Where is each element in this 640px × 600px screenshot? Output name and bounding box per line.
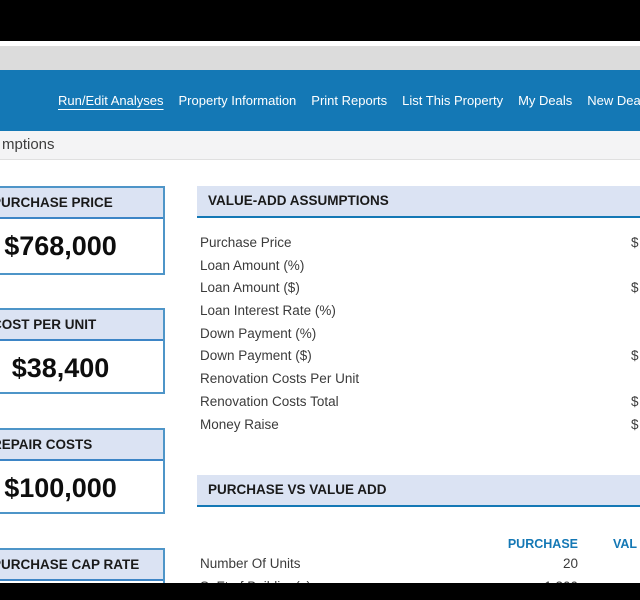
assumption-label: Renovation Costs Total xyxy=(200,393,339,409)
comparison-column-headers: PURCHASE VAL xyxy=(197,521,640,553)
value-add-assumptions-header: VALUE-ADD ASSUMPTIONS xyxy=(197,186,640,218)
assumption-value-cell[interactable]: $ xyxy=(631,393,639,409)
assumption-label: Down Payment ($) xyxy=(200,348,312,364)
bottom-black-bar xyxy=(0,583,640,600)
purchase-vs-value-add-section: PURCHASE VS VALUE ADD PURCHASE VAL Numbe… xyxy=(197,475,640,598)
main-panel: VALUE-ADD ASSUMPTIONS Purchase Price $ L… xyxy=(197,186,640,594)
assumption-row: Renovation Costs Total $ xyxy=(197,391,640,414)
assumption-label: Renovation Costs Per Unit xyxy=(200,371,360,387)
breadcrumb-bar: mptions xyxy=(0,131,640,160)
summary-card-value: $100,000 xyxy=(4,473,117,503)
main-navbar: Run/Edit Analyses Property Information P… xyxy=(0,70,640,131)
assumption-value-cell[interactable]: $ xyxy=(631,416,639,432)
nav-my-deals[interactable]: My Deals xyxy=(518,93,573,108)
assumption-label: Down Payment (%) xyxy=(200,325,317,341)
assumption-row: Loan Interest Rate (%) xyxy=(197,300,640,323)
assumption-row: Down Payment ($) $ xyxy=(197,345,640,368)
assumption-row: Loan Amount ($) $ xyxy=(197,277,640,300)
assumption-label: Loan Amount (%) xyxy=(200,257,305,273)
assumption-value-cell[interactable]: $ xyxy=(631,280,639,296)
nav-run-edit-analyses[interactable]: Run/Edit Analyses xyxy=(58,93,164,108)
summary-card-repair-costs: REPAIR COSTS $100,000 xyxy=(0,428,165,514)
top-black-bar xyxy=(0,0,640,41)
summary-card-title: PURCHASE CAP RATE xyxy=(0,550,163,581)
assumption-row: Renovation Costs Per Unit xyxy=(197,368,640,391)
assumption-label: Purchase Price xyxy=(200,235,292,250)
column-header-purchase: PURCHASE xyxy=(507,537,578,551)
assumption-row: Purchase Price $ xyxy=(197,232,640,255)
assumption-row: Money Raise $ xyxy=(197,414,640,437)
nav-list-this-property[interactable]: List This Property xyxy=(402,93,504,108)
assumption-row: Loan Amount (%) xyxy=(197,255,640,278)
assumption-row: Down Payment (%) xyxy=(197,323,640,346)
value-add-assumptions-table: Purchase Price $ Loan Amount (%) Loan Am… xyxy=(197,218,640,436)
summary-card-title: REPAIR COSTS xyxy=(0,430,163,461)
assumption-value-cell[interactable]: $ xyxy=(631,348,639,364)
nav-property-information[interactable]: Property Information xyxy=(178,93,297,108)
comparison-purchase-value: 20 xyxy=(562,556,578,571)
purchase-vs-value-add-header: PURCHASE VS VALUE ADD xyxy=(197,475,640,507)
browser-chrome-bar xyxy=(0,46,640,70)
summary-card-cost-per-unit: COST PER UNIT $38,400 xyxy=(0,308,165,394)
summary-card-purchase-price: PURCHASE PRICE $768,000 xyxy=(0,186,165,275)
summary-card-value: $38,400 xyxy=(11,353,110,383)
summary-card-title: PURCHASE PRICE xyxy=(0,188,163,219)
breadcrumb: mptions xyxy=(2,136,55,153)
assumption-label: Loan Amount ($) xyxy=(200,280,300,296)
comparison-label: Number Of Units xyxy=(200,556,301,571)
assumption-label: Money Raise xyxy=(200,416,279,432)
assumption-value-cell[interactable]: $ xyxy=(631,235,639,250)
nav-new-deal[interactable]: New Deal xyxy=(587,93,640,108)
assumption-label: Loan Interest Rate (%) xyxy=(200,303,336,319)
nav-print-reports[interactable]: Print Reports xyxy=(311,93,388,108)
column-header-value-add: VAL xyxy=(613,537,638,551)
summary-card-title: COST PER UNIT xyxy=(0,310,163,341)
summary-card-value: $768,000 xyxy=(4,231,117,261)
comparison-row: Number Of Units 20 xyxy=(197,553,640,576)
